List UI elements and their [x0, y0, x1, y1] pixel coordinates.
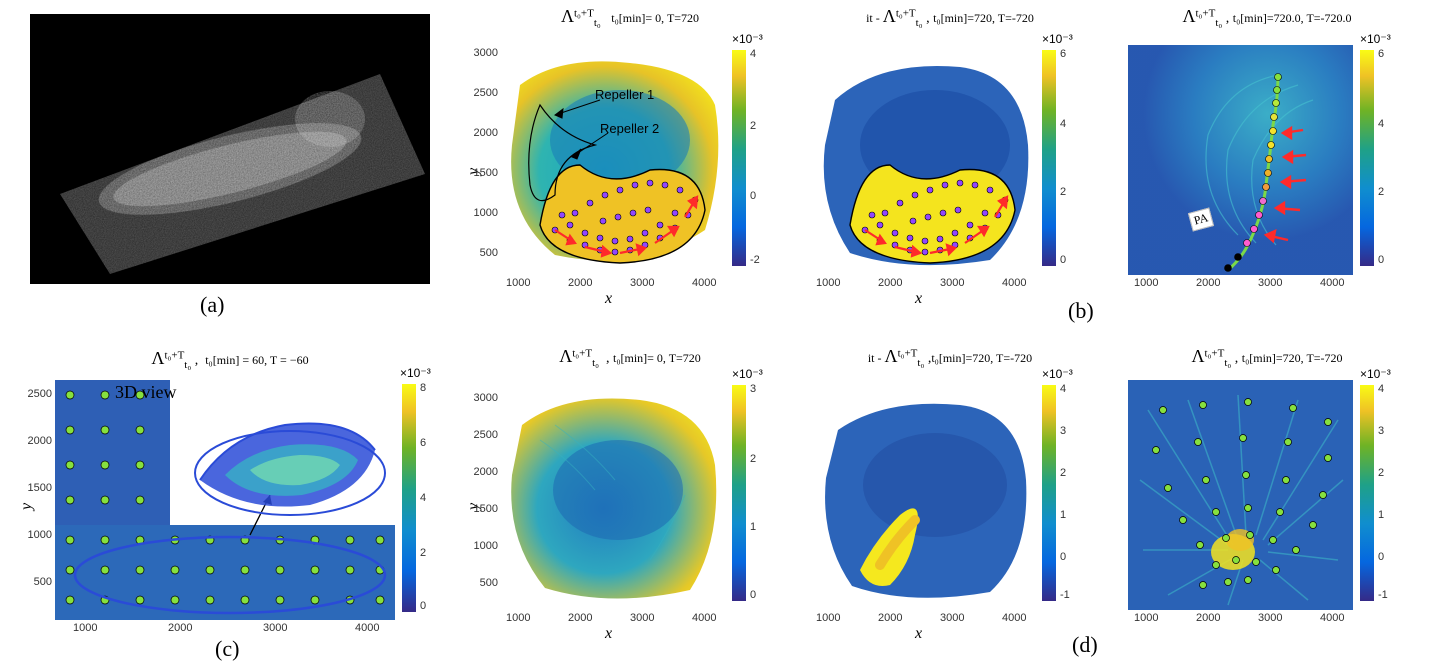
- panel-b2-plot: [810, 45, 1035, 275]
- panel-d2-title: it - Λt₀+Tt₀ ,t₀[min]=720, T=-720: [800, 346, 1100, 369]
- panel-b2-cb-mult: ×10⁻³: [1042, 32, 1073, 46]
- panel-c-title: Λt₀+Tt₀ , t₀[min] = 60, T = −60: [60, 348, 400, 371]
- panel-c-colorbar: [402, 384, 416, 612]
- panel-a-label: (a): [200, 292, 224, 318]
- panel-d1-xlabel: x: [605, 625, 612, 643]
- panel-d2-plot: [810, 380, 1035, 610]
- panel-d3-title: Λt₀+Tt₀ , t₀[min]=720, T=-720: [1112, 346, 1422, 369]
- panel-d3-plot: [1128, 380, 1353, 610]
- panel-b-label: (b): [1068, 298, 1094, 324]
- panel-b2-cb-ticks: 6 4 2 0: [1060, 50, 1082, 266]
- panel-b1-cb-ticks: 4 2 0 -2: [750, 50, 772, 266]
- panel-b2-title: it - Λt₀+Tt₀ , t₀[min]=720, T=-720: [800, 6, 1100, 29]
- panel-d1-yticks: 3000 2500 2000 1500 1000 500: [468, 380, 498, 610]
- panel-d1-plot: [500, 380, 725, 610]
- panel-b3-plot: PA: [1128, 45, 1353, 275]
- panel-b2-colorbar: [1042, 50, 1056, 266]
- panel-d1-cb-ticks: 3 2 1 0: [750, 385, 772, 601]
- panel-d2-colorbar: [1042, 385, 1056, 601]
- panel-b1-title: Λt₀+Tt₀ t₀[min]= 0, T=720: [500, 6, 760, 29]
- panel-d3-cb-ticks: 4 3 2 1 0 -1: [1378, 385, 1400, 601]
- panel-b1-colorbar: [732, 50, 746, 266]
- panel-a: [30, 14, 430, 284]
- panel-c-cb-mult: ×10⁻³: [400, 366, 431, 380]
- panel-b1-annot-repeller2: Repeller 2: [600, 121, 659, 136]
- panel-c-plot: 3D view: [55, 380, 395, 620]
- panel-b3-cb-mult: ×10⁻³: [1360, 32, 1391, 46]
- panel-b3-title: Λt₀+Tt₀ , t₀[min]=720.0, T=-720.0: [1112, 6, 1422, 29]
- panel-c-cb-ticks: 8 6 4 2 0: [420, 384, 442, 612]
- panel-d2-xlabel: x: [915, 625, 922, 643]
- panel-d3-cb-mult: ×10⁻³: [1360, 367, 1391, 381]
- panel-b1-annot-repeller1: Repeller 1: [595, 87, 654, 102]
- panel-c-label: (c): [215, 636, 239, 662]
- panel-b1-xlabel: x: [605, 290, 612, 308]
- panel-d1-cb-mult: ×10⁻³: [732, 367, 763, 381]
- figure-root: (a) Λt₀+Tt₀ t₀[min]= 0, T=720: [0, 0, 1456, 670]
- panel-d1-colorbar: [732, 385, 746, 601]
- panel-a-image: [30, 14, 430, 284]
- panel-b2-xlabel: x: [915, 290, 922, 308]
- panel-d1-title: Λt₀+Tt₀ , t₀[min]= 0, T=720: [500, 346, 760, 369]
- panel-b3-colorbar: [1360, 50, 1374, 266]
- panel-c-yticks: 2500 2000 1500 1000 500: [22, 380, 52, 620]
- panel-d2-cb-mult: ×10⁻³: [1042, 367, 1073, 381]
- panel-b3-cb-ticks: 6 4 2 0: [1378, 50, 1400, 266]
- panel-c-inset-text: 3D view: [115, 382, 177, 403]
- panel-b1-cb-mult: ×10⁻³: [732, 32, 763, 46]
- panel-d3-colorbar: [1360, 385, 1374, 601]
- panel-b1-yticks: 3000 2500 2000 1500 1000 500: [468, 45, 498, 275]
- panel-d2-cb-ticks: 4 3 2 1 0 -1: [1060, 385, 1082, 601]
- panel-b1-plot: Repeller 1 Repeller 2: [500, 45, 725, 275]
- panel-d-label: (d): [1072, 632, 1098, 658]
